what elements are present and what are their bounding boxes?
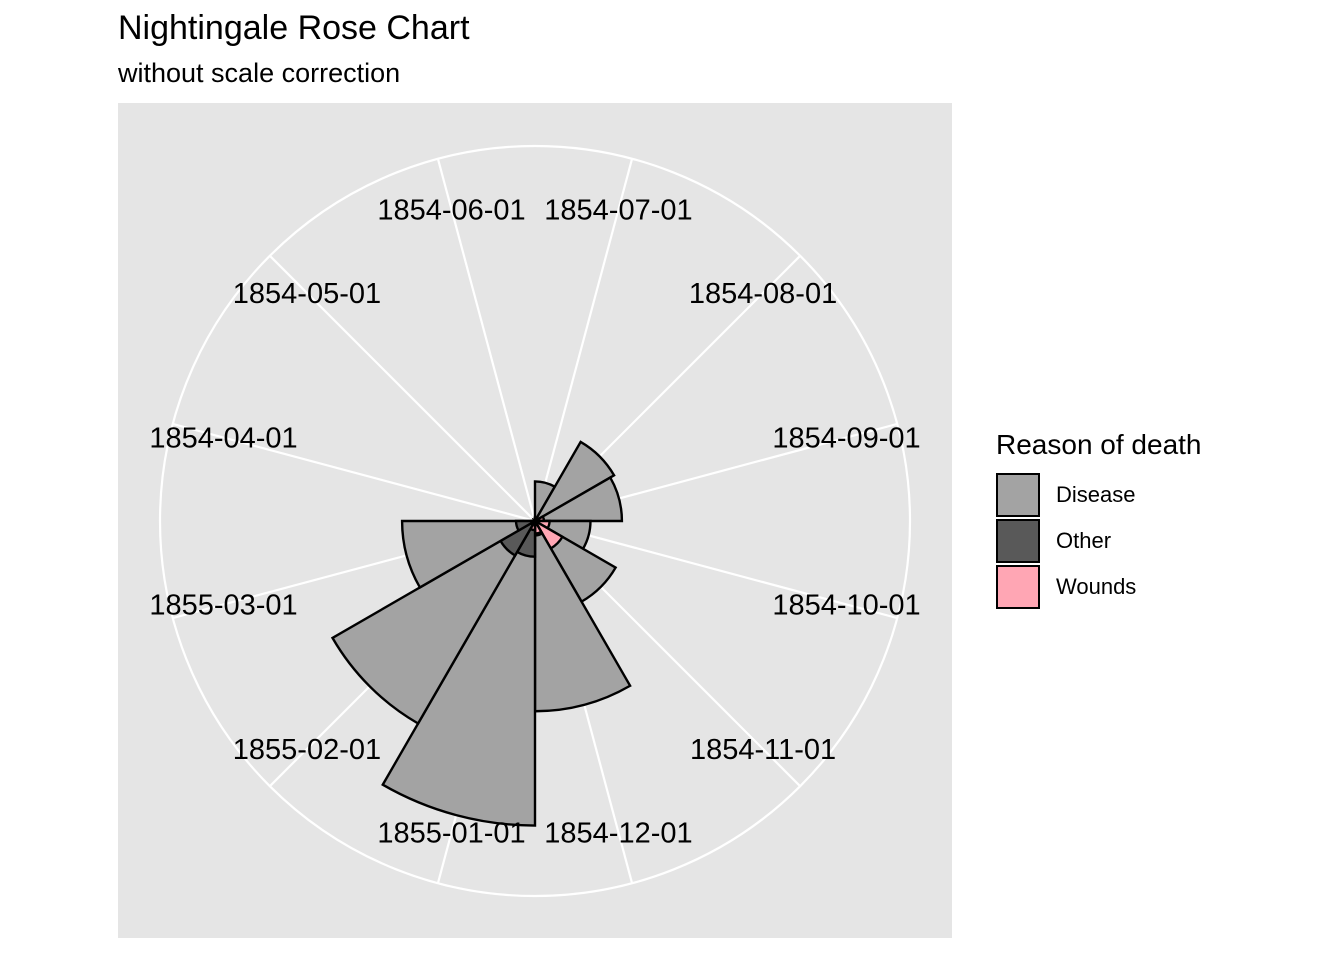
- axis-label-1854-09-01: 1854-09-01: [772, 423, 920, 455]
- grid-spoke: [533, 158, 634, 522]
- grid-spoke: [534, 519, 898, 620]
- axis-label-1855-02-01: 1855-02-01: [233, 734, 381, 766]
- grid-spoke: [269, 255, 536, 522]
- legend-key-other: [996, 519, 1040, 563]
- chart-title: Nightingale Rose Chart: [118, 9, 470, 47]
- axis-label-1855-01-01: 1855-01-01: [377, 818, 525, 850]
- legend-item-disease: Disease: [996, 472, 1202, 518]
- grid-circle: [158, 144, 912, 898]
- axis-label-1854-10-01: 1854-10-01: [772, 589, 920, 621]
- axis-label-1854-08-01: 1854-08-01: [689, 278, 837, 310]
- legend-label-disease: Disease: [1056, 482, 1136, 507]
- legend-item-other: Other: [996, 518, 1202, 564]
- legend: Reason of death Disease Other Wounds: [996, 428, 1202, 610]
- wedge-disease-1854-12-01: [533, 516, 632, 713]
- wedge-disease-1855-02-01: [330, 517, 539, 726]
- wedge-disease-1854-08-01: [531, 440, 616, 525]
- axis-label-1854-07-01: 1854-07-01: [544, 194, 692, 226]
- axis-label-1854-04-01: 1854-04-01: [149, 423, 297, 455]
- axis-labels: 1854-04-01 1854-05-01 1854-06-01 1854-07-01…: [149, 194, 920, 849]
- wedge-disease-1855-01-01: [381, 516, 537, 827]
- wedge-disease-1855-03-01: [400, 519, 540, 590]
- legend-label-wounds: Wounds: [1056, 574, 1137, 599]
- axis-label-1854-11-01: 1854-11-01: [690, 734, 836, 766]
- legend-item-wounds: Wounds: [996, 564, 1202, 610]
- wedge-wounds-1855-03-01: [530, 519, 540, 525]
- legend-label-other: Other: [1056, 528, 1112, 553]
- legend-key-disease: [996, 473, 1040, 517]
- wedge-disease-1854-09-01: [530, 475, 624, 523]
- axis-label-1854-12-01: 1854-12-01: [544, 818, 692, 850]
- grid-spoke: [436, 158, 537, 522]
- axis-label-1855-03-01: 1855-03-01: [149, 589, 297, 621]
- axis-label-1854-06-01: 1854-06-01: [377, 194, 525, 226]
- bars: [330, 440, 632, 827]
- wedge-other-1855-03-01: [514, 519, 540, 533]
- chart-subtitle: without scale correction: [118, 58, 401, 88]
- grid-spoke: [172, 422, 536, 523]
- legend-key-wounds: [996, 565, 1040, 609]
- legend-title: Reason of death: [996, 429, 1202, 460]
- axis-label-1854-05-01: 1854-05-01: [233, 278, 381, 310]
